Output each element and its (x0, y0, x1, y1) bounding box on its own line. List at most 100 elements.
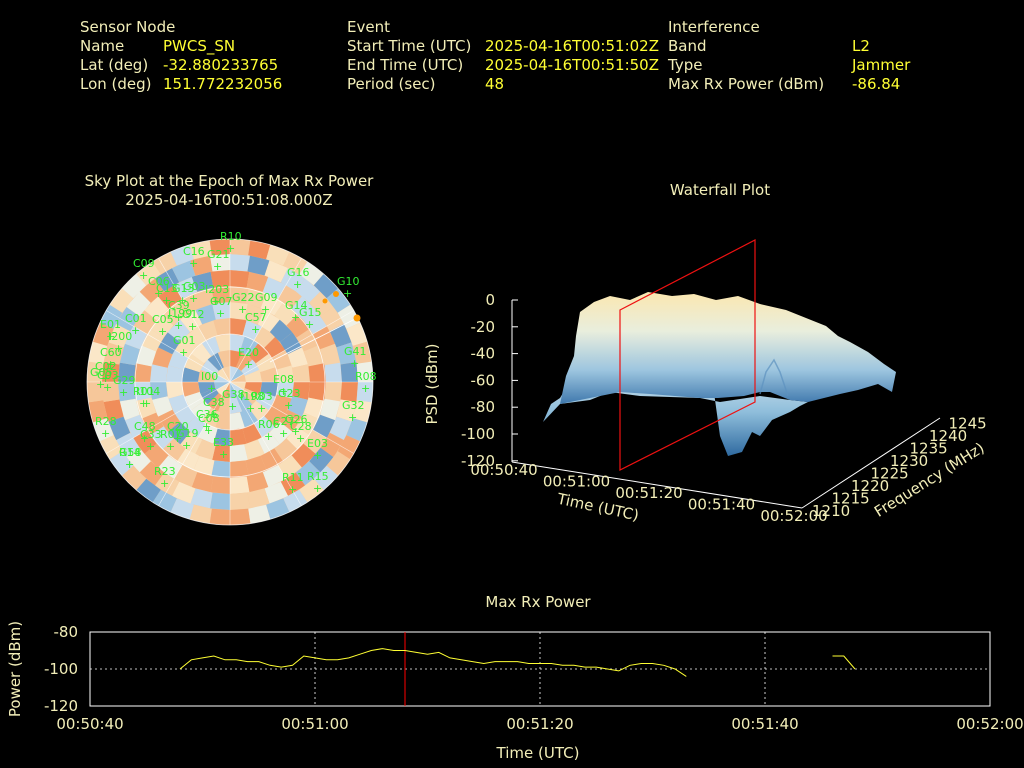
sky-plot-cell (87, 341, 108, 364)
sky-plot-cell (198, 369, 216, 382)
power-y-tick-label: -120 (44, 697, 78, 715)
end-time-label: End Time (UTC) (347, 56, 464, 74)
end-time-value: 2025-04-16T00:51:50Z (485, 56, 659, 74)
sky-plot-cell (280, 332, 303, 355)
frequency-tick-label: 1210 (812, 502, 850, 520)
sky-plot-cell (255, 391, 276, 411)
sky-plot-cell (245, 287, 267, 309)
satellite-marker: + (348, 411, 357, 424)
sky-plot-satellites: R10+G21+C16+C09+ G16+ G10+C06+G03+ G09+ G14+… (90, 230, 377, 496)
sky-plot-cell (108, 323, 131, 348)
satellite-label: E08 (273, 373, 294, 386)
sky-plot-cell (190, 255, 213, 276)
sky-plot-cell (200, 359, 219, 376)
sky-plot-cell (246, 271, 269, 292)
satellite-label: G07 (210, 295, 233, 308)
satellite-marker: + (158, 325, 167, 338)
satellite-label: G03 (183, 280, 206, 293)
satellite-marker: + (264, 430, 273, 443)
sky-plot-cell (222, 366, 230, 382)
satellite-label: C20 (167, 420, 189, 433)
waterfall-plot-title: Waterfall Plot (669, 181, 771, 199)
sky-plot-cell (245, 455, 267, 477)
sky-plot-cell (108, 451, 134, 477)
satellite-label: G13 (172, 282, 195, 295)
satellite-marker: + (162, 294, 171, 307)
sky-plot-azimuth-line (158, 381, 231, 506)
sky-plot-cell (230, 368, 244, 382)
band-label: Band (668, 37, 707, 55)
satellite-marker: + (146, 440, 155, 453)
sky-plot-cell (174, 406, 197, 428)
satellite-label: R06 (258, 418, 280, 431)
sky-plot-cell (230, 382, 238, 398)
sky-plot-cell (184, 353, 205, 373)
sky-plot-cell (336, 399, 357, 422)
sky-plot-cell (184, 415, 206, 438)
sky-plot-cell (150, 426, 174, 450)
lon-label: Lon (deg) (80, 75, 152, 93)
satellite-marker: + (125, 458, 134, 471)
satellite-label: C06 (148, 275, 170, 288)
sky-plot-cell (242, 423, 262, 444)
sky-plot-cell (329, 323, 352, 348)
sky-plot-cell (230, 492, 250, 510)
power-x-tick-label: 00:50:40 (56, 715, 123, 733)
power-series-line (832, 655, 856, 670)
sky-plot-cell (257, 432, 280, 455)
sky-plot-cell (210, 270, 230, 288)
satellite-label: R08 (355, 370, 377, 383)
satellite-label: G21 (207, 248, 230, 261)
satellite-marker: + (244, 358, 253, 371)
sky-plot-cell (118, 362, 136, 382)
sky-plot-cell (264, 481, 289, 504)
sky-plot-cell (296, 412, 319, 436)
power-x-axis-title: Time (UTC) (496, 744, 580, 762)
satellite-label: G58 (119, 446, 142, 459)
sky-plot-cell (230, 286, 249, 304)
sky-plot-cell (260, 448, 284, 471)
sky-plot-cell (152, 251, 177, 275)
jammer-direction-line (269, 317, 358, 363)
sky-plot-cell (320, 398, 341, 421)
sky-plot-cell (303, 310, 327, 334)
satellite-marker: + (178, 294, 187, 307)
sky-plot-cell (303, 397, 325, 419)
sky-plot-cell (292, 364, 310, 382)
interference-panel: Interference Band L2 Type Jammer Max Rx Po… (668, 18, 910, 94)
sky-plot-cell (102, 382, 120, 402)
sky-plot-cell (87, 361, 104, 382)
sky-plot-cell (247, 255, 270, 276)
sky-plot-cell (157, 332, 180, 355)
satellite-marker: + (174, 319, 183, 332)
satellite-label: G19 (176, 427, 199, 440)
start-time-label: Start Time (UTC) (347, 37, 472, 55)
power-x-tick-label: 00:51:00 (281, 715, 348, 733)
sky-plot-disc (87, 239, 373, 525)
satellite-marker: + (96, 378, 105, 391)
sky-plot-cell (134, 382, 152, 401)
waterfall-ridge (759, 358, 789, 397)
satellite-label: G16 (287, 266, 310, 279)
sky-plot-cell (280, 409, 303, 432)
event-title: Event (347, 18, 390, 36)
sky-plot-cell (269, 421, 293, 445)
satellite-marker: + (209, 408, 218, 421)
sky-plot-cell (254, 415, 276, 438)
sky-plot-cell (295, 461, 321, 486)
type-label: Type (668, 56, 703, 74)
sky-plot-cell (193, 455, 215, 477)
satellite-marker: + (207, 382, 216, 395)
sky-plot-cell (152, 347, 173, 368)
satellite-marker: + (251, 323, 260, 336)
jammer-marker (322, 298, 328, 304)
interference-title: Interference (668, 18, 760, 36)
satellite-marker: + (219, 448, 228, 461)
sky-plot-cell (189, 239, 212, 260)
sky-plot-cell (133, 430, 157, 454)
psd-tick-label: -60 (471, 371, 496, 389)
sky-plot-cell (244, 382, 262, 395)
satellite-marker: + (305, 318, 314, 331)
sky-plot-cell (326, 451, 352, 477)
